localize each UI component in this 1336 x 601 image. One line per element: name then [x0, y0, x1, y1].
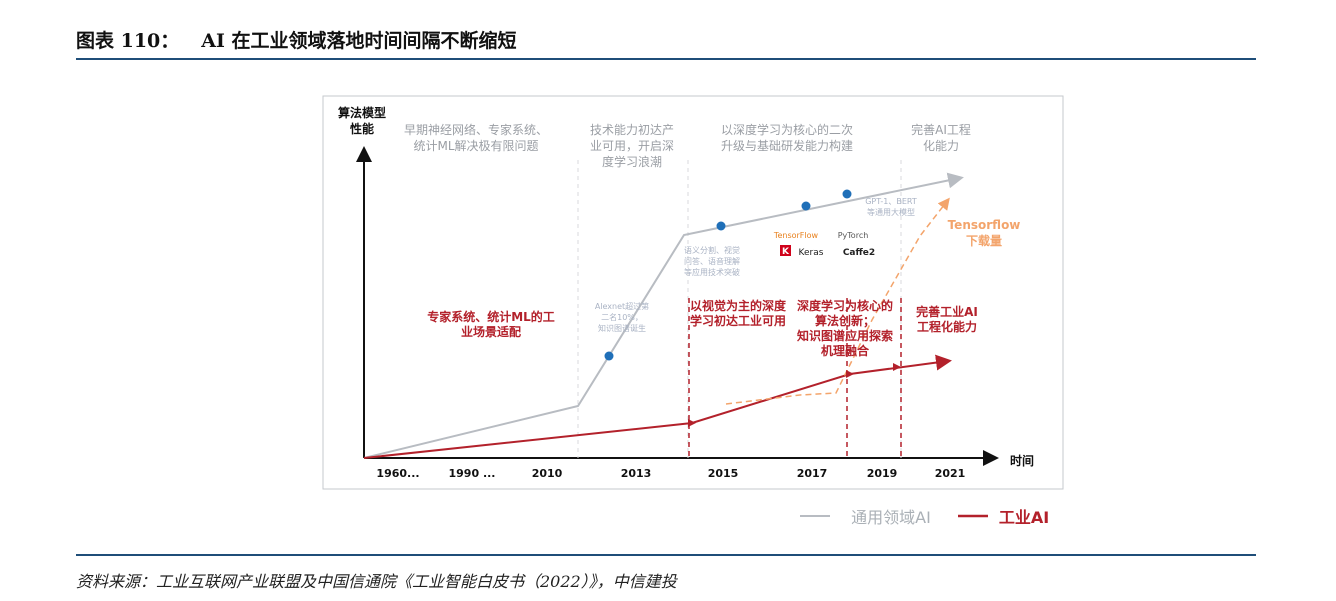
y-axis-label: 算法模型性能 [338, 105, 386, 136]
general-stage-label: 技术能力初达产业可用，开启深度学习浪潮 [590, 123, 674, 169]
x-tick-label: 1990 ... [449, 467, 496, 480]
source-note: 资料来源：工业互联网产业联盟及中国信通院《工业智能白皮书（2022）》，中信建投 [76, 572, 677, 591]
milestone-dot [716, 221, 726, 231]
legend-label-industrial: 工业AI [999, 508, 1049, 527]
figure-header: 图表 110： AI 在工业领域落地时间间隔不断缩短 [76, 26, 517, 53]
industrial-stage-label: 完善工业AI 工程化能力 [916, 304, 978, 334]
milestone-note: Alexnet超过第二名10%，知识图谱诞生 [595, 301, 649, 333]
x-tick-label: 2013 [621, 467, 652, 480]
framework-pytorch: PyTorch [838, 231, 869, 240]
milestone-dot [604, 351, 614, 361]
x-axis-label: 时间 [1010, 453, 1034, 468]
x-tick-label: 2021 [935, 467, 966, 480]
keras-icon [780, 245, 791, 256]
framework-tensorflow: TensorFlow [773, 231, 819, 240]
x-tick-label: 1960... [376, 467, 419, 480]
industrial-stage-label: 深度学习为核心的算法创新；知识图谱应用探索机理融合 [796, 298, 893, 358]
x-tick-label: 2019 [867, 467, 898, 480]
industrial-stage-label: 以视觉为主的深度学习初达工业可用 [690, 298, 787, 328]
tensorflow-label: Tensorflow 下载量 [948, 218, 1021, 248]
figure-title: AI 在工业领域落地时间间隔不断缩短 [201, 30, 517, 52]
header-rule [76, 58, 1256, 60]
framework-caffe2: Caffe2 [843, 248, 875, 258]
figure-label: 图表 110： [76, 30, 180, 52]
milestone-note: 语义分割、视觉问答、语音理解等应用技术突破 [684, 245, 740, 277]
x-tick-label: 2015 [708, 467, 739, 480]
x-tick-label: 2017 [797, 467, 828, 480]
general-stage-label: 以深度学习为核心的二次升级与基础研发能力构建 [721, 122, 853, 153]
milestone-dot [842, 189, 852, 199]
footer-rule [76, 554, 1256, 556]
series-line-tensorflow [725, 197, 950, 405]
industrial-marker [893, 363, 901, 371]
keras-icon-letter: K [782, 247, 790, 257]
x-tick-label: 2010 [532, 467, 563, 480]
industrial-marker [688, 419, 696, 427]
industrial-stage-label: 专家系统、统计ML的工业场景适配 [427, 309, 555, 339]
chart-frame [322, 95, 1064, 490]
industrial-marker [846, 370, 854, 378]
series-line-general [363, 172, 964, 459]
milestone-note: GPT-1、BERT 等通用大模型 [865, 197, 917, 217]
milestone-dot [801, 201, 811, 211]
framework-keras: Keras [799, 248, 824, 258]
legend-label-general: 通用领域AI [851, 508, 931, 527]
general-stage-label: 完善AI工程化能力 [911, 122, 971, 153]
general-stage-label: 早期神经网络、专家系统、统计ML解决极有限问题 [404, 122, 548, 153]
